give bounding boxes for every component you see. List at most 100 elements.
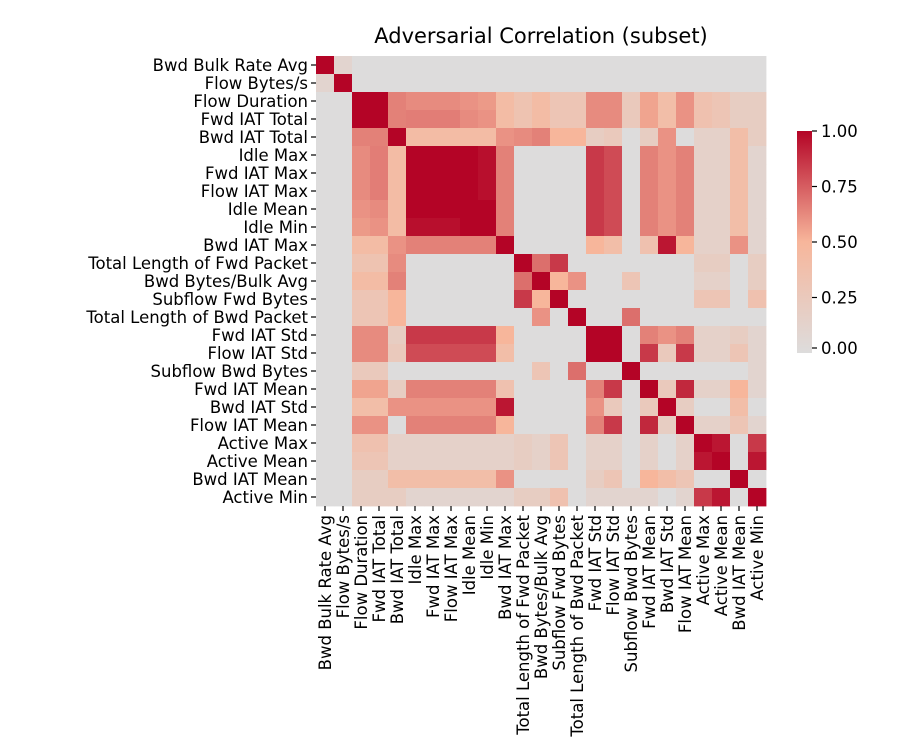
heatmap-cell <box>514 92 533 111</box>
heatmap-cell <box>478 434 497 453</box>
heatmap-cell <box>622 200 641 219</box>
heatmap-cell <box>316 218 335 237</box>
heatmap-cell <box>406 362 425 381</box>
heatmap-cell <box>478 236 497 255</box>
heatmap-cell <box>658 416 677 435</box>
heatmap-cell <box>640 182 659 201</box>
heatmap-cell <box>316 308 335 327</box>
heatmap-cell <box>568 128 587 147</box>
heatmap-cell <box>568 182 587 201</box>
heatmap-cell <box>478 110 497 129</box>
heatmap-cell <box>604 254 623 273</box>
heatmap-cell <box>748 308 767 327</box>
heatmap-cell <box>352 92 371 111</box>
heatmap-cell <box>712 56 731 75</box>
heatmap-cell <box>622 308 641 327</box>
heatmap-cell <box>478 272 497 291</box>
heatmap-cell <box>550 110 569 129</box>
heatmap-cell <box>658 110 677 129</box>
heatmap-cell <box>316 488 335 507</box>
heatmap-cell <box>424 290 443 309</box>
heatmap-cell <box>352 236 371 255</box>
heatmap-cell <box>712 182 731 201</box>
heatmap-cell <box>676 110 695 129</box>
heatmap-cell <box>388 362 407 381</box>
heatmap-cell <box>712 380 731 399</box>
heatmap-cell <box>442 146 461 165</box>
heatmap-cell <box>442 254 461 273</box>
heatmap-cell <box>442 110 461 129</box>
heatmap-cell <box>478 398 497 417</box>
heatmap-cell <box>568 146 587 165</box>
heatmap-cell <box>586 380 605 399</box>
heatmap-cell <box>478 146 497 165</box>
heatmap-cell <box>568 74 587 93</box>
heatmap-cell <box>406 434 425 453</box>
heatmap-cell <box>586 236 605 255</box>
heatmap-cell <box>586 74 605 93</box>
heatmap-cells <box>316 56 767 507</box>
heatmap-cell <box>370 290 389 309</box>
heatmap-cell <box>316 56 335 75</box>
heatmap-cell <box>622 272 641 291</box>
heatmap-cell <box>658 200 677 219</box>
heatmap-cell <box>550 416 569 435</box>
heatmap-cell <box>352 290 371 309</box>
heatmap-cell <box>586 326 605 345</box>
y-tick-label: Flow Duration <box>193 92 308 111</box>
heatmap-cell <box>370 362 389 381</box>
heatmap-cell <box>712 254 731 273</box>
heatmap-cell <box>478 218 497 237</box>
heatmap-cell <box>550 398 569 417</box>
colorbar-tick-label: 1.00 <box>821 122 858 141</box>
heatmap-cell <box>694 236 713 255</box>
heatmap-cell <box>694 164 713 183</box>
heatmap-cell <box>334 470 353 489</box>
heatmap-cell <box>496 290 515 309</box>
heatmap-cell <box>568 362 587 381</box>
heatmap-cell <box>334 326 353 345</box>
heatmap-cell <box>712 362 731 381</box>
heatmap-cell <box>388 344 407 363</box>
heatmap-cell <box>514 146 533 165</box>
heatmap-cell <box>460 272 479 291</box>
heatmap-cell <box>532 182 551 201</box>
heatmap-cell <box>586 164 605 183</box>
heatmap-cell <box>406 128 425 147</box>
heatmap-cell <box>748 110 767 129</box>
x-tick-label: Active Mean <box>712 515 731 616</box>
heatmap-cell <box>658 326 677 345</box>
heatmap-cell <box>370 470 389 489</box>
heatmap-cell <box>424 236 443 255</box>
heatmap-cell <box>640 326 659 345</box>
heatmap-cell <box>532 308 551 327</box>
heatmap-cell <box>622 344 641 363</box>
heatmap-cell <box>460 434 479 453</box>
heatmap-cell <box>532 380 551 399</box>
heatmap-cell <box>694 452 713 471</box>
heatmap-cell <box>622 452 641 471</box>
heatmap-cell <box>568 290 587 309</box>
heatmap-cell <box>748 452 767 471</box>
heatmap-cell <box>604 110 623 129</box>
heatmap-cell <box>496 272 515 291</box>
heatmap-cell <box>676 434 695 453</box>
heatmap-cell <box>658 452 677 471</box>
heatmap-cell <box>748 470 767 489</box>
heatmap-cell <box>406 74 425 93</box>
heatmap-cell <box>694 290 713 309</box>
heatmap-cell <box>694 146 713 165</box>
heatmap-cell <box>478 254 497 273</box>
heatmap-cell <box>712 236 731 255</box>
heatmap-cell <box>424 92 443 111</box>
heatmap-cell <box>478 344 497 363</box>
heatmap-cell <box>388 326 407 345</box>
heatmap-cell <box>406 398 425 417</box>
heatmap-cell <box>748 74 767 93</box>
heatmap-cell <box>550 452 569 471</box>
heatmap-cell <box>334 164 353 183</box>
heatmap-cell <box>514 398 533 417</box>
heatmap-cell <box>676 470 695 489</box>
